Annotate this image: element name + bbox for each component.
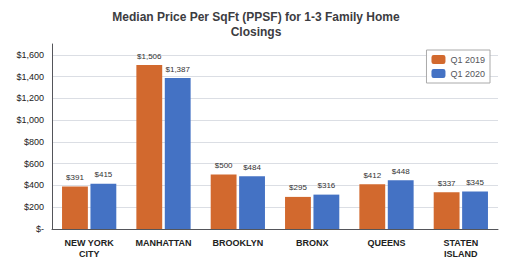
svg-text:$1,200: $1,200 bbox=[16, 93, 44, 103]
svg-text:$316: $316 bbox=[317, 181, 335, 190]
svg-text:$-: $- bbox=[36, 224, 44, 234]
svg-text:BRONX: BRONX bbox=[296, 238, 329, 248]
svg-text:$400: $400 bbox=[24, 180, 44, 190]
svg-text:Q1 2020: Q1 2020 bbox=[450, 69, 485, 79]
svg-text:$1,000: $1,000 bbox=[16, 115, 44, 125]
svg-text:$448: $448 bbox=[392, 167, 410, 176]
svg-text:$391: $391 bbox=[66, 173, 84, 182]
svg-text:Closings: Closings bbox=[231, 25, 282, 39]
svg-text:$200: $200 bbox=[24, 202, 44, 212]
svg-text:$1,600: $1,600 bbox=[16, 50, 44, 60]
svg-text:Median Price Per SqFt (PPSF) f: Median Price Per SqFt (PPSF) for 1-3 Fam… bbox=[112, 10, 400, 24]
svg-text:BROOKLYN: BROOKLYN bbox=[212, 238, 263, 248]
svg-text:$337: $337 bbox=[438, 179, 456, 188]
svg-text:CITY: CITY bbox=[79, 249, 100, 259]
svg-text:STATEN: STATEN bbox=[443, 238, 478, 248]
svg-text:QUEENS: QUEENS bbox=[367, 238, 405, 248]
svg-text:$800: $800 bbox=[24, 137, 44, 147]
svg-text:MANHATTAN: MANHATTAN bbox=[135, 238, 191, 248]
svg-text:Q1 2019: Q1 2019 bbox=[450, 55, 485, 65]
svg-text:$415: $415 bbox=[94, 170, 112, 179]
svg-text:$345: $345 bbox=[466, 178, 484, 187]
svg-text:$1,400: $1,400 bbox=[16, 72, 44, 82]
svg-text:$412: $412 bbox=[363, 171, 381, 180]
svg-text:$500: $500 bbox=[215, 161, 233, 170]
svg-text:$295: $295 bbox=[289, 183, 307, 192]
svg-text:NEW YORK: NEW YORK bbox=[64, 238, 114, 248]
svg-text:ISLAND: ISLAND bbox=[444, 249, 478, 259]
svg-text:$1,387: $1,387 bbox=[165, 65, 190, 74]
svg-text:$600: $600 bbox=[24, 159, 44, 169]
svg-text:$1,506: $1,506 bbox=[137, 52, 162, 61]
svg-text:$484: $484 bbox=[243, 163, 261, 172]
